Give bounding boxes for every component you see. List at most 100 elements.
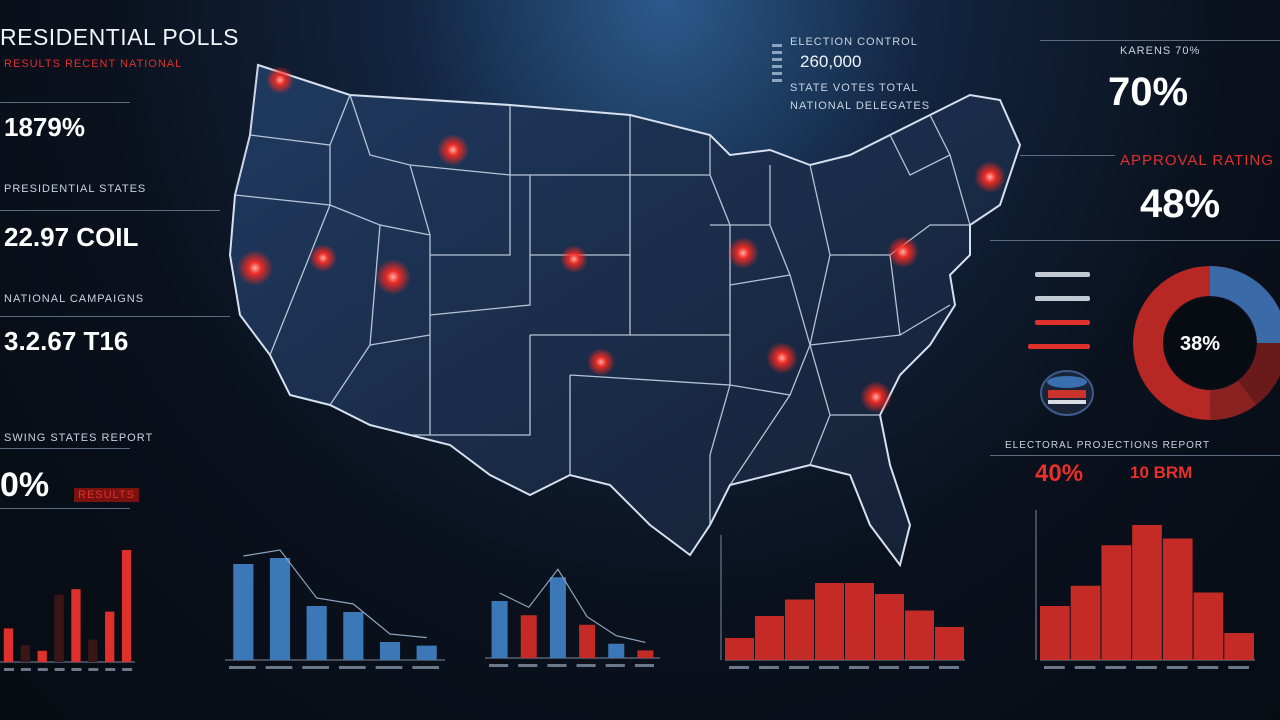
tr-header-label: KARENS 70%	[1120, 45, 1201, 57]
tick-label	[71, 668, 82, 671]
marker-illinois[interactable]	[727, 237, 759, 269]
bar	[306, 606, 327, 660]
marker-oklahoma[interactable]	[587, 348, 615, 376]
br-header: ELECTORAL PROJECTIONS REPORT	[1005, 440, 1211, 451]
tick-label	[1105, 666, 1127, 669]
bar	[88, 639, 98, 662]
area-bar	[755, 616, 784, 660]
tick-label	[879, 666, 899, 669]
area-bar	[905, 610, 934, 660]
us-outline	[228, 63, 1022, 568]
bar	[54, 594, 64, 662]
bar	[549, 577, 566, 658]
area-bar	[815, 583, 844, 660]
area-bar	[1224, 633, 1254, 660]
legend-leading	[1035, 296, 1090, 301]
trend-line	[499, 568, 646, 643]
bar	[37, 650, 47, 662]
page-title: RESIDENTIAL POLLS	[0, 24, 240, 50]
legend-undecided	[1028, 344, 1090, 349]
flag-badge-icon	[1040, 370, 1094, 416]
area-bar	[1070, 585, 1101, 660]
area-bar	[1132, 525, 1162, 660]
tick-label	[789, 666, 809, 669]
tick-label	[576, 664, 596, 667]
marker-utah[interactable]	[375, 259, 411, 295]
area-bar	[785, 599, 814, 660]
marker-california[interactable]	[237, 250, 273, 286]
marker-nevada[interactable]	[309, 244, 337, 272]
page-subtitle: RESULTS RECENT NATIONAL	[4, 58, 183, 70]
stat-value-1: 1879%	[4, 112, 85, 142]
tick-label	[302, 666, 329, 669]
tick-label	[634, 664, 654, 667]
bar	[233, 564, 254, 660]
tick-label	[122, 668, 133, 671]
tick-label	[1074, 666, 1096, 669]
marker-pennsylvania[interactable]	[887, 236, 919, 268]
area-bar	[1162, 538, 1193, 660]
br-left-value: 40%	[1035, 460, 1084, 487]
divider	[0, 508, 130, 509]
divider	[0, 448, 130, 449]
bar	[269, 558, 291, 660]
tick-label	[412, 666, 439, 669]
tick-label	[759, 666, 779, 669]
bar	[491, 601, 508, 658]
us-map	[228, 63, 1022, 568]
tick-label	[849, 666, 869, 669]
marker-kansas[interactable]	[560, 245, 588, 273]
trend-line	[243, 549, 427, 639]
bar	[105, 611, 115, 662]
bar	[3, 628, 14, 662]
donut-segment-dark	[1237, 342, 1280, 406]
stat-caption-2: PRESIDENTIAL STATES	[4, 183, 147, 195]
bar	[343, 612, 364, 660]
bar	[579, 624, 596, 658]
bar	[20, 645, 30, 662]
stat-caption-3: NATIONAL CAMPAIGNS	[4, 293, 145, 305]
donut-chart	[1133, 266, 1280, 421]
tr-row-3: STATE VOTES TOTAL	[790, 82, 919, 94]
bar	[637, 650, 654, 658]
tick-label	[88, 668, 99, 671]
chart-blue-bars-1	[225, 549, 445, 669]
tick-label	[229, 666, 256, 669]
tick-label	[489, 664, 509, 667]
bar	[520, 615, 537, 658]
divider	[990, 455, 1280, 456]
donut-segment-mid	[1209, 380, 1256, 421]
chart-red-area-2	[1035, 510, 1255, 669]
tr-row-2: 260,000	[800, 52, 862, 71]
tick-label	[605, 664, 625, 667]
marker-maine[interactable]	[974, 161, 1006, 193]
divider	[0, 102, 130, 103]
tick-label	[1197, 666, 1219, 669]
tick-label	[20, 668, 31, 671]
tick-label	[339, 666, 366, 669]
tick-label	[518, 664, 538, 667]
bar	[416, 645, 437, 660]
tick-label	[939, 666, 959, 669]
tick-label	[1228, 666, 1249, 669]
bar	[379, 642, 401, 660]
tick-label	[547, 664, 567, 667]
divider	[0, 316, 230, 317]
marker-montana[interactable]	[437, 134, 469, 166]
tick-label	[265, 666, 293, 669]
area-bar	[1040, 606, 1070, 660]
legend-polling	[1035, 320, 1090, 325]
tick-label	[729, 666, 749, 669]
bottom-charts	[0, 510, 1255, 671]
tr-stat2-value: 48%	[1140, 182, 1221, 226]
marker-tennessee[interactable]	[766, 342, 798, 374]
marker-washington[interactable]	[266, 66, 294, 94]
stat-caption-4: SWING STATES REPORT	[4, 432, 154, 444]
area-bar	[875, 594, 904, 660]
tick-label	[105, 668, 116, 671]
tick-label	[4, 668, 14, 671]
area-bar	[845, 583, 874, 660]
marker-south-carolina[interactable]	[860, 381, 892, 413]
legend-turnout	[1035, 272, 1090, 277]
area-bar	[1101, 545, 1132, 660]
